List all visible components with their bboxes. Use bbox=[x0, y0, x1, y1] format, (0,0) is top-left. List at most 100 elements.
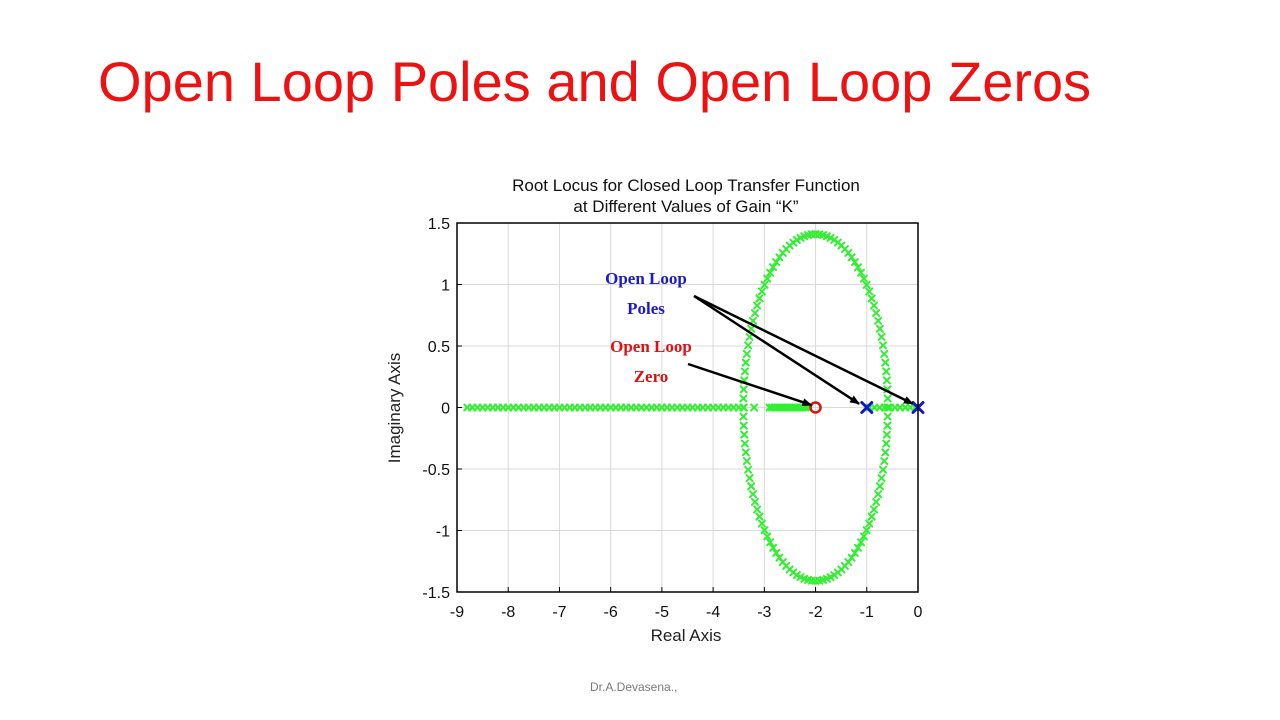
y-tick-label: 0.5 bbox=[428, 339, 450, 356]
annotation-poles-text: Poles bbox=[627, 299, 665, 318]
annotation-poles-arrow bbox=[693, 294, 914, 405]
locus-point bbox=[854, 543, 863, 552]
open-loop-pole-marker bbox=[860, 401, 874, 414]
locus-point bbox=[739, 394, 748, 403]
chart-title-line-2: at Different Values of Gain “K” bbox=[573, 197, 799, 216]
locus-point bbox=[877, 332, 886, 341]
x-tick-label: 0 bbox=[914, 604, 923, 621]
locus-point bbox=[881, 448, 890, 457]
locus-point bbox=[772, 548, 781, 557]
locus-point bbox=[769, 263, 778, 272]
locus-point bbox=[862, 280, 871, 289]
locus-point bbox=[830, 235, 839, 244]
locus-point bbox=[859, 532, 868, 541]
locus-point bbox=[847, 553, 856, 562]
locus-point bbox=[742, 457, 751, 466]
locus-point bbox=[869, 505, 878, 514]
locus-point bbox=[775, 253, 784, 262]
x-tick-label: -2 bbox=[808, 604, 822, 621]
locus-point bbox=[859, 274, 868, 283]
locus-point bbox=[878, 341, 887, 350]
locus-point bbox=[857, 268, 866, 277]
y-tick-label: -1 bbox=[436, 524, 450, 541]
y-axis-label: Imaginary Axis bbox=[385, 353, 404, 464]
locus-point bbox=[747, 482, 756, 491]
locus-point bbox=[850, 258, 859, 267]
locus-point bbox=[755, 512, 764, 521]
locus-point bbox=[753, 505, 762, 514]
locus-point bbox=[772, 258, 781, 267]
x-tick-label: -8 bbox=[501, 604, 515, 621]
locus-point bbox=[739, 412, 748, 421]
locus-point bbox=[740, 430, 749, 439]
locus-point bbox=[792, 571, 801, 580]
locus-point bbox=[769, 543, 778, 552]
y-tick-label: -0.5 bbox=[422, 462, 450, 479]
plot-frame bbox=[456, 222, 919, 593]
y-tick-label: 1 bbox=[441, 278, 450, 295]
locus-point bbox=[750, 403, 759, 412]
locus-point bbox=[757, 287, 766, 296]
locus-point bbox=[877, 474, 886, 483]
locus-point bbox=[741, 358, 750, 367]
locus-point bbox=[867, 294, 876, 303]
locus-point bbox=[760, 280, 769, 289]
y-tick-label: -1.5 bbox=[422, 585, 450, 602]
locus-point bbox=[744, 341, 753, 350]
locus-point bbox=[880, 457, 889, 466]
x-tick-label: -6 bbox=[604, 604, 618, 621]
locus-point bbox=[875, 482, 884, 491]
annotation-zero-text: Open Loop bbox=[610, 337, 692, 356]
x-tick-label: -5 bbox=[655, 604, 669, 621]
x-tick-label: -9 bbox=[450, 604, 464, 621]
locus-point bbox=[865, 287, 874, 296]
locus-point bbox=[882, 376, 891, 385]
tick-labels: -9 -8 -7 -6 -5 -4 -3 -2 -1 0 -1.5 -1 -0.5 0 0.5 1 1.5 bbox=[422, 216, 922, 621]
locus-point bbox=[872, 309, 881, 318]
locus-point bbox=[883, 421, 892, 430]
locus-point bbox=[874, 490, 883, 499]
annotations: Open Loop Poles Open Loop Zero bbox=[605, 269, 914, 407]
annotation-poles-text: Open Loop bbox=[605, 269, 687, 288]
locus-point bbox=[766, 538, 775, 547]
locus-point bbox=[883, 412, 892, 421]
locus-point bbox=[857, 538, 866, 547]
locus-point bbox=[750, 497, 759, 506]
locus-point bbox=[878, 465, 887, 474]
locus-point bbox=[880, 349, 889, 358]
locus-point bbox=[874, 316, 883, 325]
annotation-poles-arrow bbox=[693, 294, 860, 405]
locus-point bbox=[875, 324, 884, 333]
locus-point bbox=[882, 367, 891, 376]
locus-point bbox=[881, 358, 890, 367]
locus-point bbox=[763, 532, 772, 541]
locus-point bbox=[865, 519, 874, 528]
locus-point bbox=[872, 497, 881, 506]
annotation-zero-arrow bbox=[687, 362, 813, 407]
locus-point bbox=[753, 301, 762, 310]
locus-point bbox=[757, 519, 766, 528]
locus-point bbox=[750, 309, 759, 318]
x-axis-label: Real Axis bbox=[651, 626, 722, 645]
locus-point bbox=[739, 385, 748, 394]
footer-credit: Dr.A.Devasena., bbox=[590, 680, 678, 694]
locus-point bbox=[883, 394, 892, 403]
locus-point bbox=[882, 439, 891, 448]
locus-point bbox=[867, 512, 876, 521]
locus-point bbox=[739, 403, 748, 412]
locus-point bbox=[740, 439, 749, 448]
locus-point bbox=[869, 301, 878, 310]
x-tick-label: -3 bbox=[757, 604, 771, 621]
annotation-zero-text: Zero bbox=[634, 367, 669, 386]
y-tick-label: 1.5 bbox=[428, 216, 450, 233]
locus-point bbox=[742, 349, 751, 358]
locus-point bbox=[850, 548, 859, 557]
y-tick-label: 0 bbox=[441, 401, 450, 418]
locus-point bbox=[826, 573, 835, 582]
chart-title-line-1: Root Locus for Closed Loop Transfer Func… bbox=[512, 176, 860, 195]
locus-point bbox=[744, 465, 753, 474]
locus-point bbox=[755, 294, 764, 303]
locus-point bbox=[749, 490, 758, 499]
locus-point bbox=[854, 263, 863, 272]
